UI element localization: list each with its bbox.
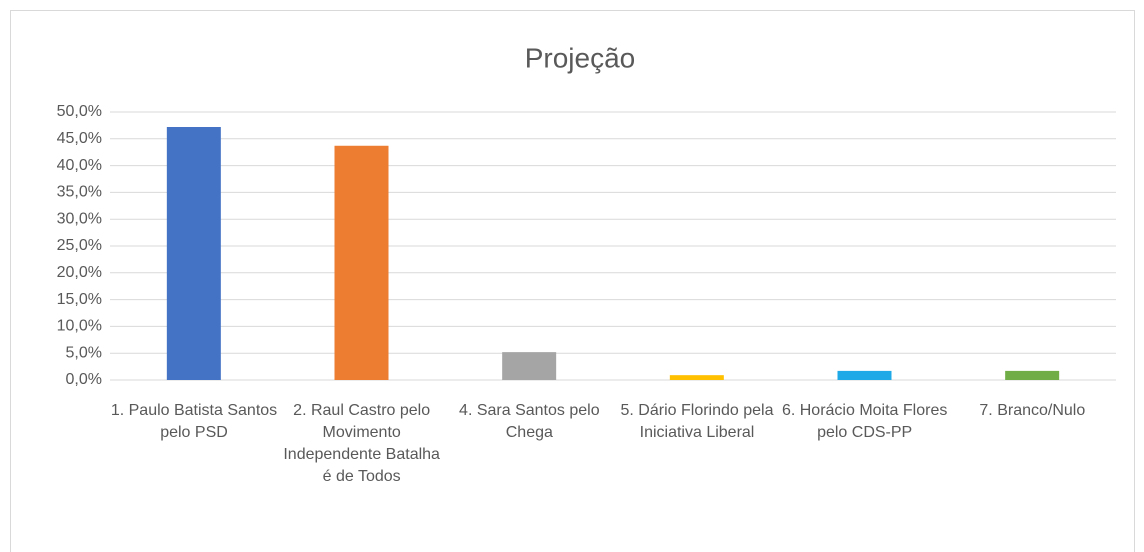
y-tick-label: 25,0%	[57, 237, 102, 254]
bar	[669, 375, 724, 380]
y-tick-label: 10,0%	[57, 318, 102, 335]
x-tick-label: 2. Raul Castro pelo Movimento Independen…	[283, 402, 440, 485]
y-tick-label: 40,0%	[57, 157, 102, 174]
bar	[837, 370, 892, 380]
y-tick-label: 0,0%	[66, 371, 102, 388]
y-tick-label: 15,0%	[57, 291, 102, 308]
y-tick-label: 30,0%	[57, 210, 102, 227]
bar	[166, 127, 221, 381]
y-tick-label: 35,0%	[57, 184, 102, 201]
y-tick-label: 50,0%	[57, 103, 102, 120]
x-tick-label: 5. Dário Florindo pela Iniciativa Libera…	[620, 402, 774, 441]
x-tick-label: 6. Horácio Moita Flores pelo CDS-PP	[781, 402, 948, 441]
chart-title: Projeção	[525, 42, 636, 73]
bar	[502, 352, 557, 380]
x-tick-label: 1. Paulo Batista Santos pelo PSD	[110, 402, 278, 441]
y-tick-label: 20,0%	[57, 264, 102, 281]
bar	[1005, 370, 1060, 380]
y-tick-label: 45,0%	[57, 130, 102, 147]
y-tick-label: 5,0%	[66, 344, 102, 361]
x-tick-label: 4. Sara Santos pelo Chega	[459, 402, 600, 441]
x-tick-label: 7. Branco/Nulo	[979, 402, 1086, 419]
bar	[334, 145, 389, 380]
